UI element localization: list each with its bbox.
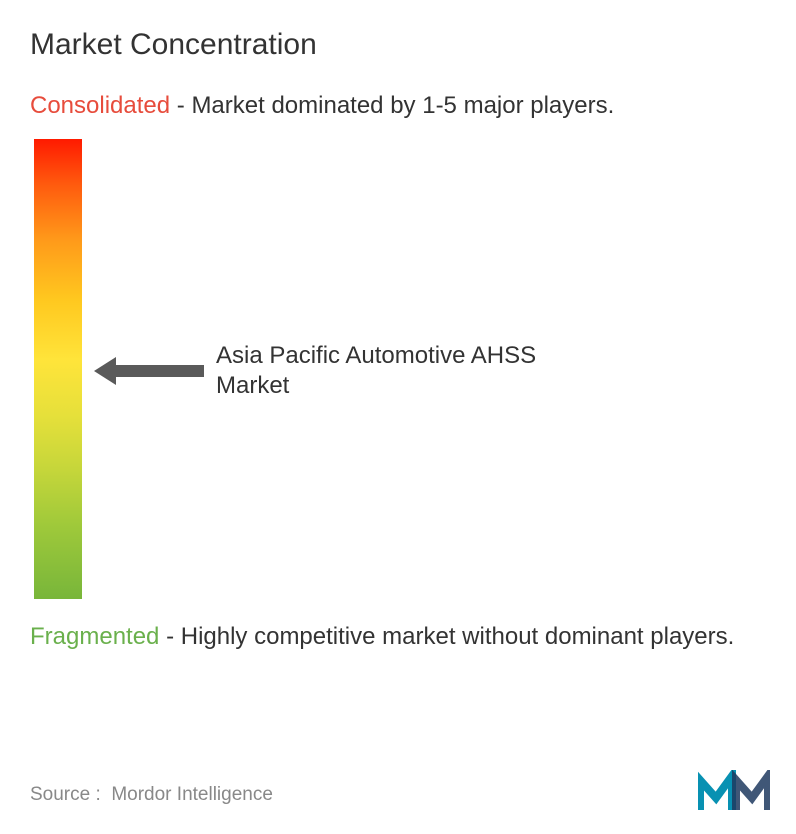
arrow-left-icon [94,362,204,380]
market-marker: Asia Pacific Automotive AHSS Market [94,341,556,401]
page-title: Market Concentration [30,28,766,62]
gradient-bar [34,139,82,599]
source-text: Mordor Intelligence [111,784,273,805]
consolidated-description: Consolidated - Market dominated by 1-5 m… [30,90,766,121]
fragmented-desc-text: - Highly competitive market without domi… [159,623,734,650]
consolidated-label: Consolidated [30,92,170,119]
source-prefix: Source : [30,784,101,805]
concentration-scale: Asia Pacific Automotive AHSS Market [30,139,766,599]
source-attribution: Source : Mordor Intelligence [30,784,273,806]
consolidated-desc-text: - Market dominated by 1-5 major players. [170,92,614,119]
market-marker-label: Asia Pacific Automotive AHSS Market [216,341,556,401]
fragmented-description: Fragmented - Highly competitive market w… [30,621,766,652]
mordor-logo-icon [698,770,770,814]
fragmented-label: Fragmented [30,623,159,650]
